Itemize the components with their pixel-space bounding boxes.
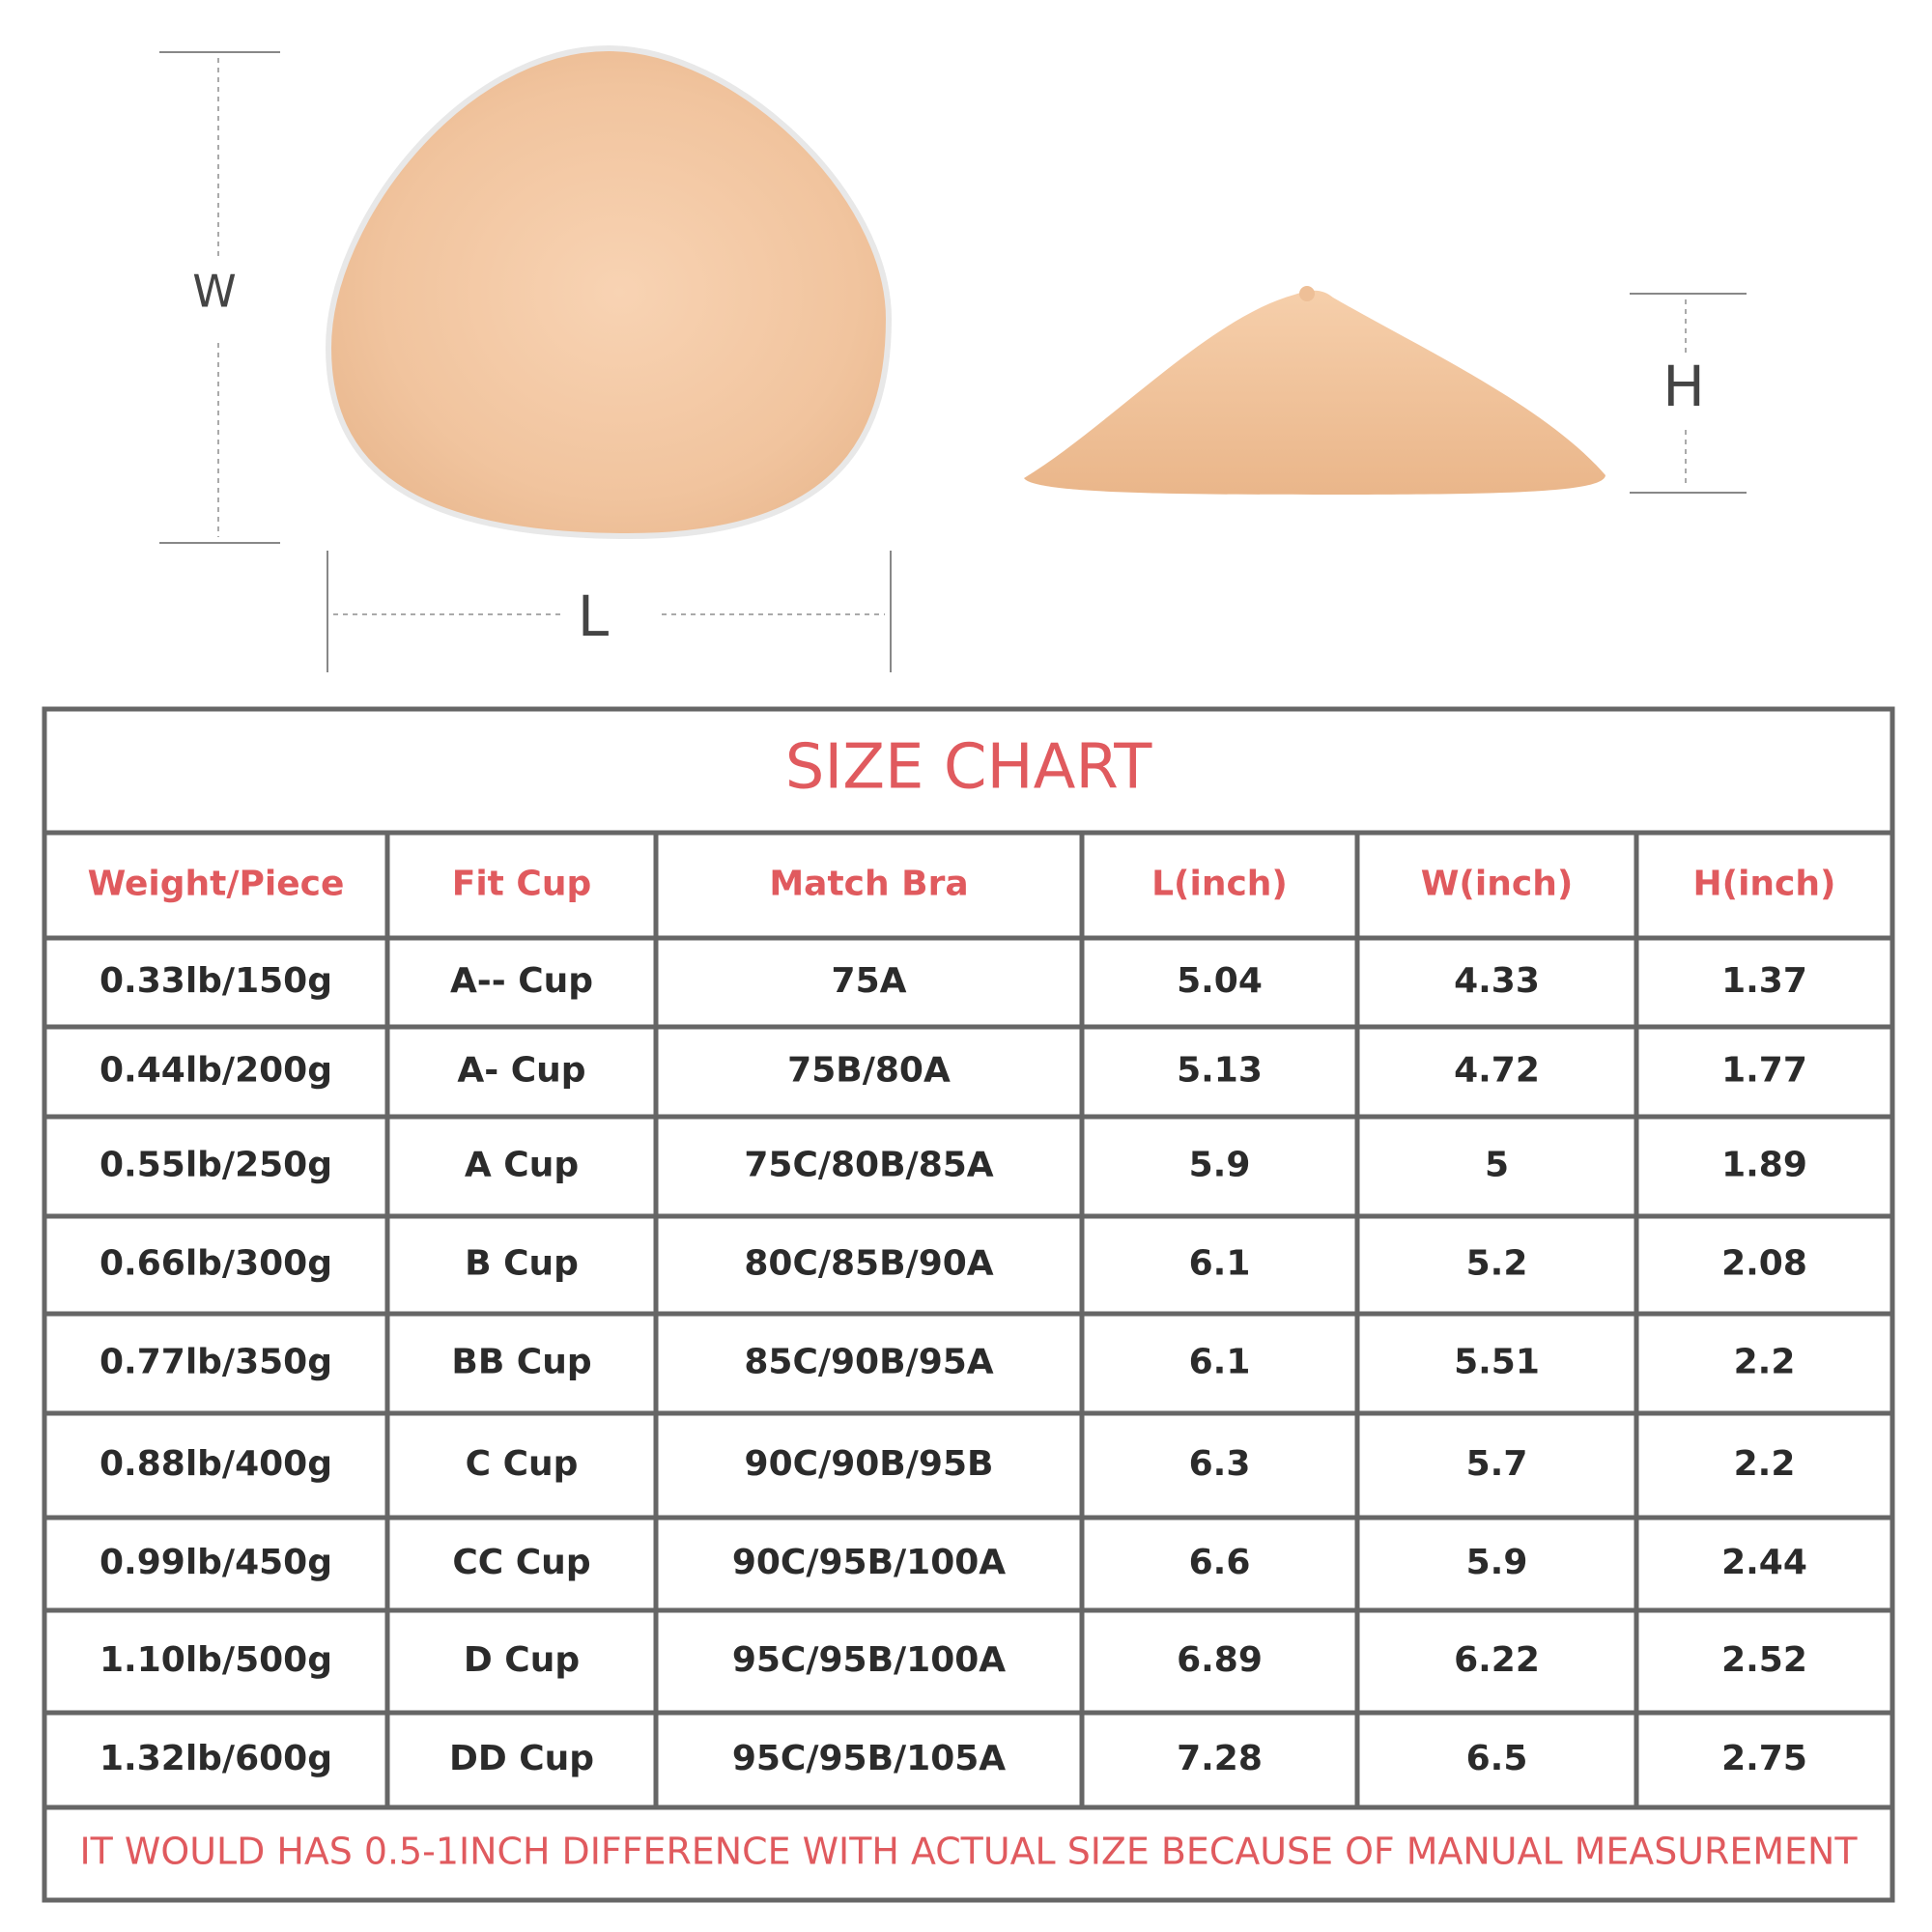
table-cell: BB Cup xyxy=(451,1343,591,1382)
column-header: Match Bra xyxy=(769,865,968,904)
table-cell: 0.77lb/350g xyxy=(99,1343,332,1382)
table-cell: 5 xyxy=(1485,1146,1509,1185)
table-cell: 0.99lb/450g xyxy=(99,1543,332,1582)
table-cell: 1.37 xyxy=(1721,961,1807,1001)
table-cell: 0.44lb/200g xyxy=(99,1051,332,1091)
table-cell: 6.22 xyxy=(1454,1640,1540,1680)
table-cell: 1.32lb/600g xyxy=(99,1739,332,1778)
size-table: SIZE CHART Weight/Piece Fit Cup Match Bra L(… xyxy=(42,706,1895,1903)
table-cell: 6.6 xyxy=(1189,1543,1251,1582)
height-label: H xyxy=(1662,354,1705,419)
table-cell: 5.51 xyxy=(1454,1343,1540,1382)
table-cell: 6.1 xyxy=(1189,1244,1251,1284)
table-cell: 1.89 xyxy=(1721,1146,1807,1185)
table-cell: 80C/85B/90A xyxy=(744,1244,993,1284)
table-cell: 75C/80B/85A xyxy=(744,1146,993,1185)
table-cell: 0.55lb/250g xyxy=(99,1146,332,1185)
table-cell: A- Cup xyxy=(457,1051,585,1091)
table-cell: 5.2 xyxy=(1466,1244,1528,1284)
table-cell: 5.7 xyxy=(1466,1444,1528,1484)
table-cell: CC Cup xyxy=(452,1543,590,1582)
table-cell: D Cup xyxy=(464,1640,580,1680)
table-cell: 7.28 xyxy=(1177,1739,1263,1778)
length-label: L xyxy=(578,583,609,649)
table-cell: 90C/90B/95B xyxy=(745,1444,994,1484)
table-cell: 6.5 xyxy=(1466,1739,1528,1778)
table-cell: 6.89 xyxy=(1177,1640,1263,1680)
table-cell: 4.33 xyxy=(1454,961,1540,1001)
table-cell: 6.1 xyxy=(1189,1343,1251,1382)
table-cell: 90C/95B/100A xyxy=(732,1543,1006,1582)
table-cell: 2.2 xyxy=(1734,1444,1796,1484)
column-header: L(inch) xyxy=(1151,865,1288,904)
table-cell: C Cup xyxy=(466,1444,579,1484)
table-cell: 1.77 xyxy=(1721,1051,1807,1091)
table-cell: B Cup xyxy=(465,1244,579,1284)
table-cell: 1.10lb/500g xyxy=(99,1640,332,1680)
table-cell: 95C/95B/100A xyxy=(732,1640,1006,1680)
table-cell: 5.04 xyxy=(1177,961,1263,1001)
table-cell: 0.66lb/300g xyxy=(99,1244,332,1284)
table-cell: A-- Cup xyxy=(450,961,593,1001)
form-side xyxy=(1024,290,1605,495)
table-cell: 2.2 xyxy=(1734,1343,1796,1382)
column-header: Weight/Piece xyxy=(88,865,345,904)
table-cell: 5.9 xyxy=(1189,1146,1251,1185)
table-title: SIZE CHART xyxy=(785,732,1153,804)
table-cell: 2.08 xyxy=(1721,1244,1807,1284)
table-cell: 85C/90B/95A xyxy=(744,1343,993,1382)
table-cell: 2.75 xyxy=(1721,1739,1807,1778)
table-cell: A Cup xyxy=(465,1146,579,1185)
table-cell: 5.9 xyxy=(1466,1543,1528,1582)
table-cell: 75A xyxy=(832,961,907,1001)
width-label: W xyxy=(192,266,236,318)
column-header: H(inch) xyxy=(1693,865,1836,904)
table-cell: 6.3 xyxy=(1189,1444,1251,1484)
form-front xyxy=(325,44,893,540)
column-header: Fit Cup xyxy=(452,865,592,904)
column-header: W(inch) xyxy=(1421,865,1574,904)
table-cell: 95C/95B/105A xyxy=(732,1739,1006,1778)
table-cell: DD Cup xyxy=(449,1739,594,1778)
table-cell: 0.33lb/150g xyxy=(99,961,332,1001)
table-cell: 0.88lb/400g xyxy=(99,1444,332,1484)
table-cell: 2.52 xyxy=(1721,1640,1807,1680)
form-tip xyxy=(1299,286,1315,301)
table-cell: 5.13 xyxy=(1177,1051,1263,1091)
table-cell: 2.44 xyxy=(1721,1543,1807,1582)
table-cell: 75B/80A xyxy=(787,1051,951,1091)
table-note: IT WOULD HAS 0.5-1INCH DIFFERENCE WITH A… xyxy=(80,1831,1859,1873)
table-cell: 4.72 xyxy=(1454,1051,1540,1091)
table-border xyxy=(42,706,1895,1903)
